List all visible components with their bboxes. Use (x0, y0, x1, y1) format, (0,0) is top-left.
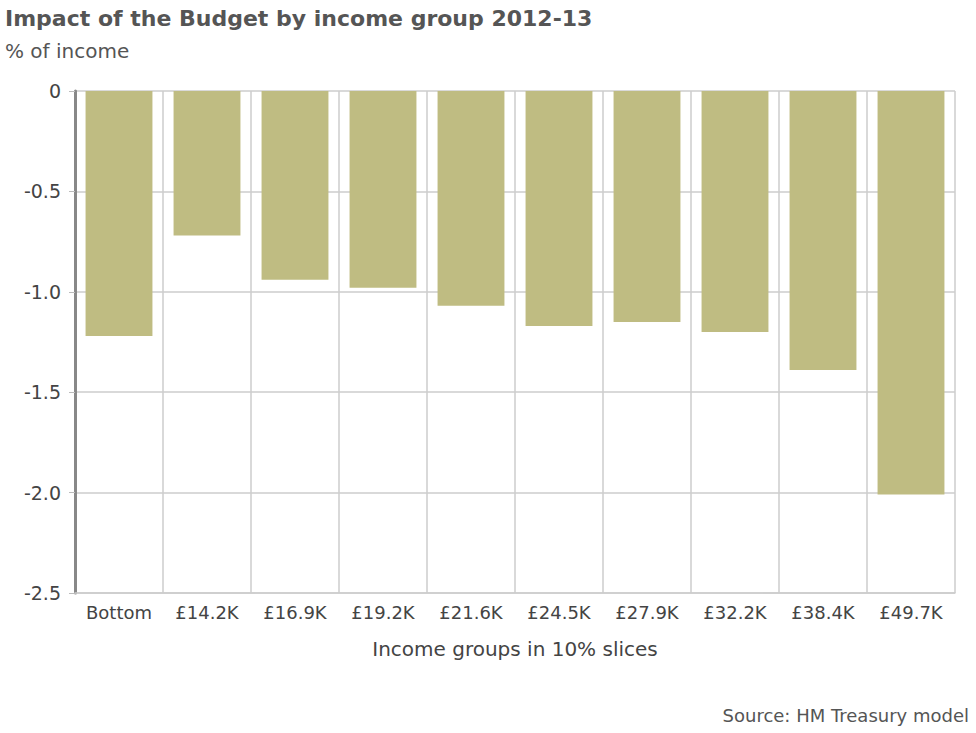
svg-text:£49.7K: £49.7K (879, 602, 944, 623)
svg-text:-1.5: -1.5 (24, 381, 61, 403)
svg-text:-2.0: -2.0 (24, 482, 61, 504)
svg-text:£21.6K: £21.6K (439, 602, 504, 623)
svg-text:£32.2K: £32.2K (703, 602, 768, 623)
svg-text:-1.0: -1.0 (24, 281, 61, 303)
svg-text:0: 0 (49, 80, 61, 102)
svg-text:-2.5: -2.5 (24, 582, 61, 604)
svg-text:£27.9K: £27.9K (615, 602, 680, 623)
svg-text:£16.9K: £16.9K (263, 602, 328, 623)
svg-text:£24.5K: £24.5K (527, 602, 592, 623)
svg-text:£19.2K: £19.2K (351, 602, 416, 623)
svg-text:Income groups in 10% slices: Income groups in 10% slices (372, 637, 657, 661)
svg-text:-0.5: -0.5 (24, 180, 61, 202)
svg-text:Bottom: Bottom (86, 602, 152, 623)
svg-text:£38.4K: £38.4K (791, 602, 856, 623)
svg-text:£14.2K: £14.2K (175, 602, 240, 623)
svg-text:Impact of the Budget by income: Impact of the Budget by income group 201… (5, 6, 592, 31)
svg-text:Source: HM Treasury model: Source: HM Treasury model (723, 705, 969, 726)
svg-text:% of income: % of income (5, 39, 129, 63)
